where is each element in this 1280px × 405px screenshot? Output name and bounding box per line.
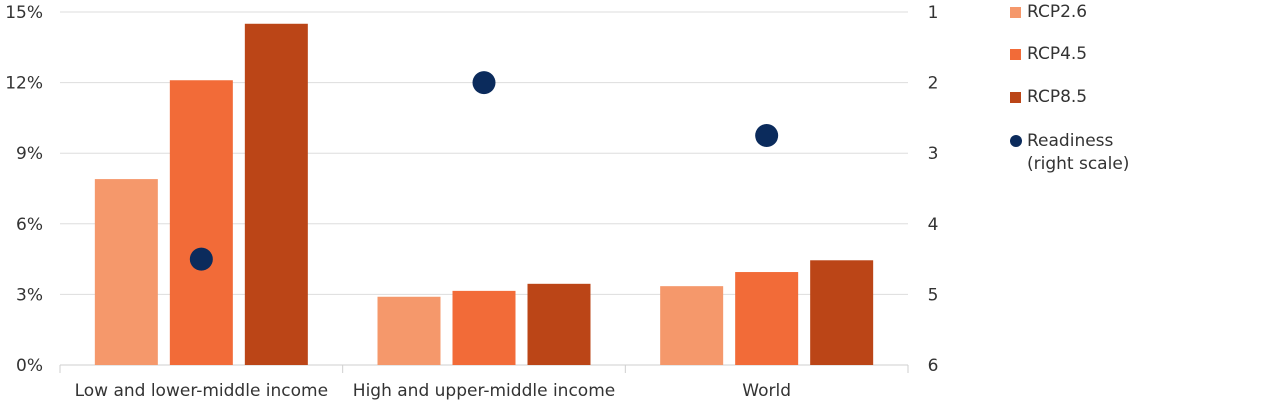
legend-label: Readiness (1027, 131, 1114, 151)
right-tick-label: 6 (928, 356, 939, 376)
left-tick-label: 6% (16, 215, 43, 235)
bar (94, 179, 158, 365)
legend-label: RCP8.5 (1027, 87, 1088, 107)
bar (244, 23, 308, 366)
category-label: Low and lower-middle income (75, 381, 329, 401)
readiness-point (472, 71, 496, 95)
left-tick-label: 15% (5, 3, 43, 23)
readiness-point (755, 124, 779, 148)
legend-dot (1010, 135, 1022, 147)
legend-swatch (1010, 49, 1021, 60)
legend-label: RCP4.5 (1027, 44, 1088, 64)
right-tick-label: 2 (928, 74, 939, 94)
legend-label: RCP2.6 (1027, 2, 1088, 22)
legend-swatch (1010, 92, 1021, 103)
chart: 0% 3% 6% 9% 12% 15% 1 2 3 4 5 6 Low and lower-middle… (5, 3, 939, 401)
bar (660, 286, 724, 365)
category-label: High and upper-middle income (353, 381, 615, 401)
bar (452, 290, 516, 365)
left-tick-label: 3% (16, 285, 43, 305)
legend-sublabel: (right scale) (1027, 154, 1130, 174)
readiness-point (189, 247, 213, 271)
bar (527, 283, 591, 365)
right-tick-label: 3 (928, 144, 939, 164)
bar (810, 260, 874, 365)
bar (377, 296, 441, 365)
right-tick-label: 1 (928, 3, 939, 23)
left-tick-label: 0% (16, 356, 43, 376)
right-tick-label: 4 (928, 215, 939, 235)
left-tick-label: 12% (5, 74, 43, 94)
category-label: World (742, 381, 791, 401)
legend-swatch (1010, 7, 1021, 18)
bar (169, 80, 233, 365)
right-tick-label: 5 (928, 285, 939, 305)
left-tick-label: 9% (16, 144, 43, 164)
bar (735, 272, 799, 365)
